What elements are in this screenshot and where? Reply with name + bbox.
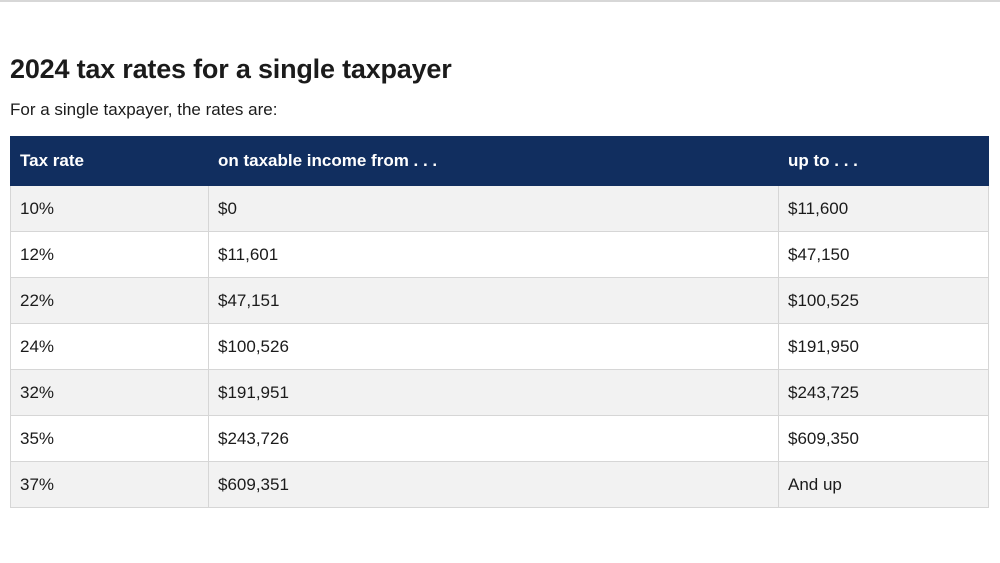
page-title: 2024 tax rates for a single taxpayer [10,54,452,84]
cell-income-to: $100,525 [778,277,989,324]
table-row: 12% $11,601 $47,150 [10,231,989,278]
cell-income-from: $0 [208,185,779,232]
cell-income-to: $11,600 [778,185,989,232]
table-row: 10% $0 $11,600 [10,185,989,232]
table-row: 35% $243,726 $609,350 [10,415,989,462]
cell-income-from: $191,951 [208,369,779,416]
table-row: 22% $47,151 $100,525 [10,277,989,324]
cell-income-from: $47,151 [208,277,779,324]
cell-tax-rate: 35% [10,415,209,462]
intro-text: For a single taxpayer, the rates are: [10,100,278,119]
top-divider [0,0,1000,2]
cell-income-to: $191,950 [778,323,989,370]
cell-income-to: And up [778,461,989,508]
tax-rates-table: Tax rate on taxable income from . . . up… [10,136,989,508]
cell-tax-rate: 32% [10,369,209,416]
cell-tax-rate: 37% [10,461,209,508]
table-row: 37% $609,351 And up [10,461,989,508]
table-row: 24% $100,526 $191,950 [10,323,989,370]
cell-income-from: $11,601 [208,231,779,278]
header-income-to: up to . . . [778,136,989,186]
cell-income-to: $243,725 [778,369,989,416]
cell-tax-rate: 10% [10,185,209,232]
cell-income-to: $609,350 [778,415,989,462]
table-row: 32% $191,951 $243,725 [10,369,989,416]
cell-income-from: $243,726 [208,415,779,462]
cell-tax-rate: 24% [10,323,209,370]
cell-tax-rate: 12% [10,231,209,278]
table-header-row: Tax rate on taxable income from . . . up… [10,136,989,186]
cell-income-to: $47,150 [778,231,989,278]
cell-tax-rate: 22% [10,277,209,324]
header-income-from: on taxable income from . . . [208,136,779,186]
cell-income-from: $100,526 [208,323,779,370]
cell-income-from: $609,351 [208,461,779,508]
header-tax-rate: Tax rate [10,136,209,186]
